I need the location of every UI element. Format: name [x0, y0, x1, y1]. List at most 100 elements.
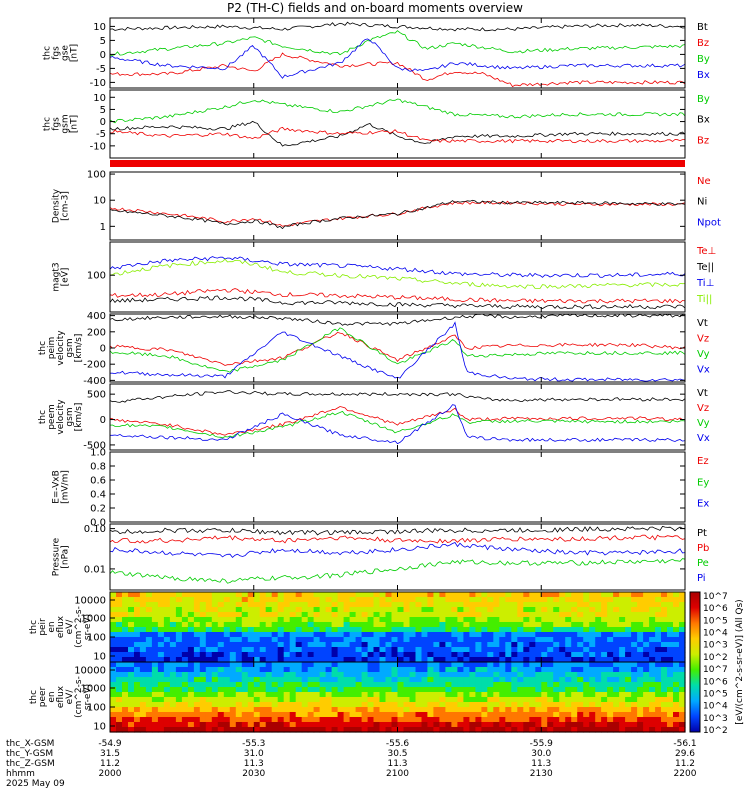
heatmap-cell-peir — [481, 622, 488, 628]
heatmap-cell-peer — [145, 722, 153, 728]
legend-peim-2: Vy — [697, 349, 710, 360]
heatmap-cell-peer — [277, 677, 285, 683]
heatmap-cell-peir — [355, 622, 363, 628]
heatmap-cell-peir — [601, 652, 608, 658]
heatmap-cell-peer — [547, 687, 554, 693]
heatmap-cell-peir — [116, 627, 123, 633]
heatmap-cell-peer — [445, 682, 452, 688]
heatmap-cell-peir — [571, 617, 578, 623]
heatmap-cell-peer — [679, 682, 686, 688]
heatmap-cell-peer — [427, 677, 434, 683]
heatmap-cell-peir — [499, 622, 506, 628]
heatmap-cell-peer — [571, 667, 578, 673]
heatmap-cell-peir — [613, 652, 620, 658]
heatmap-cell-peer — [475, 682, 482, 688]
heatmap-cell-peer — [475, 662, 482, 668]
heatmap-cell-peir — [421, 637, 429, 643]
heatmap-cell-peir — [122, 642, 129, 648]
heatmap-cell-peir — [151, 642, 159, 648]
heatmap-cell-peer — [355, 722, 363, 728]
heatmap-cell-peer — [385, 662, 393, 668]
heatmap-cell-peer — [253, 707, 261, 713]
ytick-label-peir-0: 10000 — [74, 596, 106, 607]
heatmap-cell-peir — [631, 627, 638, 633]
heatmap-cell-peir — [241, 607, 249, 613]
heatmap-cell-peer — [679, 702, 686, 708]
heatmap-cell-peer — [331, 682, 339, 688]
heatmap-cell-peer — [373, 722, 381, 728]
heatmap-cell-peir — [415, 642, 423, 648]
ylabel-line-peim-2: velocity — [56, 330, 66, 366]
heatmap-cell-peir — [619, 657, 626, 663]
heatmap-cell-peer — [307, 727, 315, 733]
xaxis-value-3-3: 2130 — [530, 769, 553, 779]
panel-frame-fgs_gsm — [109, 89, 686, 159]
heatmap-cell-peir — [553, 642, 560, 648]
heatmap-cell-peer — [313, 727, 321, 733]
heatmap-cell-peir — [139, 602, 147, 608]
heatmap-cell-peir — [463, 617, 470, 623]
heatmap-cell-peer — [337, 697, 345, 703]
heatmap-cell-peir — [229, 642, 237, 648]
heatmap-cell-peir — [289, 657, 297, 663]
heatmap-cell-peir — [409, 592, 417, 598]
heatmap-cell-peer — [116, 712, 123, 718]
heatmap-cell-peer — [577, 692, 584, 698]
heatmap-cell-peir — [289, 632, 297, 638]
ytick-label-peer-3: 10 — [93, 722, 106, 733]
xaxis-value-1-4: 29.6 — [675, 749, 695, 759]
heatmap-cell-peir — [151, 607, 159, 613]
heatmap-cell-peer — [247, 667, 255, 673]
heatmap-cell-peer — [367, 722, 375, 728]
heatmap-cell-peer — [463, 677, 470, 683]
heatmap-cell-peer — [595, 667, 602, 673]
heatmap-cell-peer — [349, 697, 357, 703]
heatmap-cell-peer — [116, 662, 123, 668]
heatmap-cell-peir — [175, 627, 183, 633]
heatmap-cell-peir — [139, 657, 147, 663]
heatmap-cell-peer — [331, 712, 339, 718]
heatmap-cell-peer — [637, 687, 644, 693]
heatmap-cell-peir — [397, 612, 405, 618]
heatmap-cell-peir — [409, 632, 417, 638]
heatmap-cell-peer — [205, 697, 213, 703]
heatmap-cell-peir — [116, 642, 123, 648]
heatmap-cell-peir — [169, 632, 177, 638]
ytick-label-peim-3: -200 — [83, 360, 106, 371]
heatmap-cell-peir — [391, 652, 399, 658]
series-line-peem-0 — [109, 390, 686, 403]
heatmap-cell-peer — [625, 667, 632, 673]
heatmap-cell-peir — [565, 607, 572, 613]
heatmap-cell-peir — [583, 602, 590, 608]
heatmap-cell-peer — [325, 692, 333, 698]
heatmap-cell-peir — [139, 642, 147, 648]
heatmap-cell-peir — [295, 627, 303, 633]
heatmap-cell-peer — [277, 662, 285, 668]
heatmap-cell-peer — [559, 717, 566, 723]
heatmap-cell-peer — [523, 667, 530, 673]
heatmap-cell-peer — [169, 682, 177, 688]
heatmap-cell-peer — [223, 712, 231, 718]
heatmap-cell-peir — [151, 627, 159, 633]
heatmap-cell-peer — [637, 727, 644, 733]
heatmap-cell-peer — [637, 677, 644, 683]
heatmap-cell-peir — [385, 622, 393, 628]
heatmap-cell-peir — [139, 647, 147, 653]
ylabel-line-efield-0: E=-VxB — [52, 470, 62, 504]
heatmap-cell-peer — [307, 712, 315, 718]
heatmap-cell-peir — [439, 602, 446, 608]
heatmap-cell-peer — [379, 717, 387, 723]
heatmap-cell-peer — [523, 702, 530, 708]
heatmap-cell-peir — [223, 597, 231, 603]
heatmap-cell-peer — [541, 717, 548, 723]
heatmap-cell-peer — [637, 692, 644, 698]
heatmap-cell-peir — [415, 652, 423, 658]
heatmap-cell-peer — [331, 662, 339, 668]
heatmap-cell-peer — [427, 692, 434, 698]
heatmap-cell-peer — [229, 672, 237, 678]
ytick-label-pressure-1: 0.01 — [84, 564, 106, 575]
heatmap-cell-peir — [301, 642, 309, 648]
heatmap-cell-peer — [637, 712, 644, 718]
heatmap-cell-peer — [571, 697, 578, 703]
heatmap-cell-peir — [223, 612, 231, 618]
